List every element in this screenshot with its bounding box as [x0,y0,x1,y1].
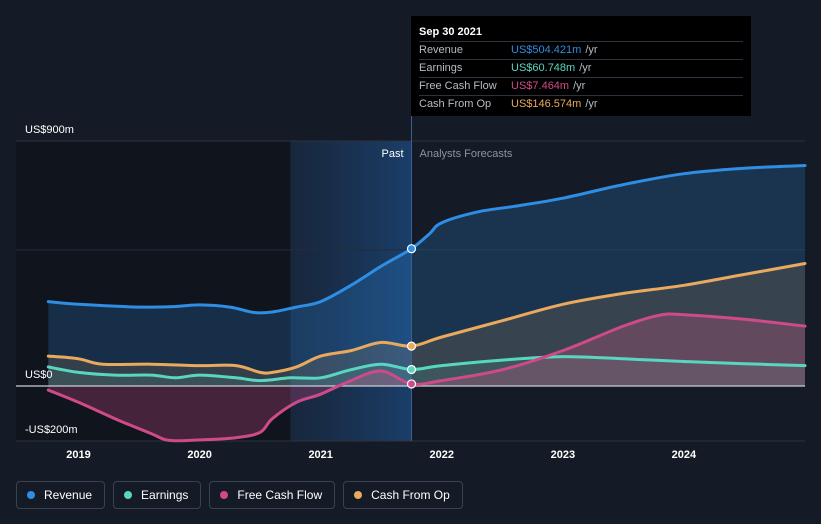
legend-dot-icon [124,491,133,499]
chart: US$900m US$0 -US$200m Past Analysts Forecast… [16,16,807,461]
legend-item-free-cash-flow[interactable]: Free Cash Flow [209,481,336,509]
tooltip-row-earnings: Earnings US$60.748m /yr [419,59,743,77]
past-background [16,141,291,441]
x-tick-label: 2024 [672,449,697,461]
x-tick-label: 2021 [308,449,332,461]
tooltip-row-revenue: Revenue US$504.421m /yr [419,41,743,59]
line-earnings [46,355,807,383]
tooltip-label: Cash From Op [419,98,492,110]
legend-item-revenue[interactable]: Revenue [16,481,106,509]
line-revenue [46,164,807,315]
past-label: Past [381,148,403,160]
x-tick-label: 2022 [430,449,454,461]
line-cash-from-op [46,262,807,375]
tooltip-value: US$504.421m [511,44,582,56]
legend-label: Revenue [44,488,93,502]
legend-item-earnings[interactable]: Earnings [113,481,202,509]
x-tick-label: 2020 [187,449,211,461]
x-tick-label: 2019 [66,449,90,461]
legend-item-cash-from-op[interactable]: Cash From Op [343,481,463,509]
tooltip-row-cash-from-op: Cash From Op US$146.574m /yr [419,95,743,113]
x-tick-label: 2023 [551,449,575,461]
marker-free-cash-flow [406,379,417,389]
tooltip-row-free-cash-flow: Free Cash Flow US$7.464m /yr [419,77,743,95]
y-label-top: US$900m [25,124,74,136]
tooltip-value: US$7.464m [511,80,570,92]
legend-label: Earnings [141,488,189,502]
marker-revenue [406,244,417,254]
area-cash-from-op [48,263,806,386]
legend-label: Free Cash Flow [237,488,323,502]
highlight-band [290,141,412,441]
forecast-label: Analysts Forecasts [420,148,513,160]
tooltip-label: Free Cash Flow [419,80,497,92]
tooltip-unit: /yr [585,44,598,56]
area-free-cash-flow [48,313,806,441]
tooltip-unit: /yr [579,62,592,74]
tooltip-unit: /yr [573,80,586,92]
legend-label: Cash From Op [371,488,450,502]
tooltip-label: Revenue [419,44,464,56]
tooltip-value: US$146.574m [511,98,582,110]
tooltip-unit: /yr [585,98,598,110]
tooltip-date: Sep 30 2021 [419,26,482,38]
line-free-cash-flow [46,312,807,443]
marker-cash-from-op [406,341,417,351]
legend-dot-icon [354,491,363,499]
legend: Revenue Earnings Free Cash Flow Cash Fro… [16,481,463,509]
legend-dot-icon [220,491,229,499]
tooltip-value: US$60.748m [511,62,576,74]
y-label-bottom: -US$200m [25,424,78,436]
area-revenue [48,165,806,386]
legend-dot-icon [27,491,35,499]
data-tooltip: Sep 30 2021 Revenue US$504.421m /yr Earn… [411,16,751,116]
marker-earnings [406,364,417,375]
tooltip-label: Earnings [419,62,463,74]
y-label-zero: US$0 [25,369,53,381]
